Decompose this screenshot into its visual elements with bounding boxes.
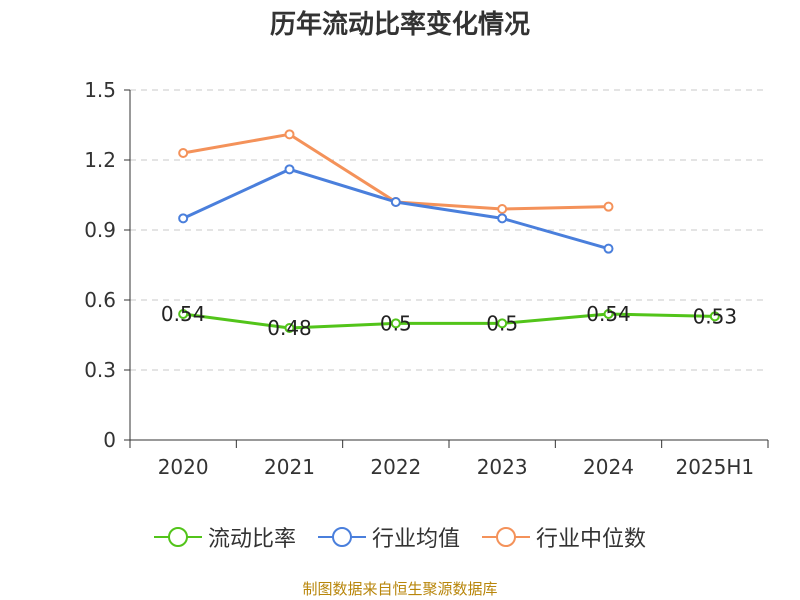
legend-marker-industry-mean bbox=[317, 527, 366, 547]
y-tick-label: 1.5 bbox=[84, 78, 116, 102]
data-point bbox=[603, 309, 614, 319]
data-point bbox=[390, 318, 401, 329]
legend-marker-industry-median bbox=[482, 527, 530, 547]
y-tick-label: 0.6 bbox=[84, 288, 116, 312]
data-point bbox=[284, 164, 295, 175]
legend-item-industry-mean[interactable]: 行业均值 bbox=[317, 521, 460, 553]
legend-label-industry-mean: 行业均值 bbox=[371, 527, 460, 552]
data-point bbox=[284, 129, 295, 140]
data-label: 0.5 bbox=[486, 311, 518, 335]
legend-label-industry-median: 行业中位数 bbox=[536, 527, 647, 552]
data-point bbox=[178, 213, 189, 224]
data-point bbox=[497, 213, 508, 224]
data-point bbox=[603, 201, 614, 212]
x-tick-label: 2021 bbox=[264, 455, 315, 479]
chart-title: 历年流动比率变化情况 bbox=[269, 10, 530, 40]
data-point bbox=[178, 148, 189, 158]
y-tick-label: 0.9 bbox=[84, 218, 116, 242]
x-tick-label: 2023 bbox=[477, 455, 528, 479]
data-point bbox=[497, 318, 508, 329]
x-tick-label: 2024 bbox=[583, 455, 634, 479]
y-tick-label: 0 bbox=[103, 428, 116, 452]
series-line bbox=[182, 312, 715, 330]
legend-label-current-ratio: 流动比率 bbox=[207, 527, 296, 552]
y-tick-label: 1.2 bbox=[84, 148, 116, 172]
y-tick-label: 0.3 bbox=[84, 358, 116, 382]
source-note: 制图数据来自恒生聚源数据库 bbox=[302, 580, 498, 598]
data-point bbox=[603, 243, 614, 254]
x-tick-label: 2020 bbox=[158, 455, 209, 479]
x-tick-label: 2025H1 bbox=[675, 455, 754, 479]
data-label: 0.53 bbox=[693, 304, 738, 328]
x-tick-label: 2022 bbox=[370, 455, 421, 479]
legend-marker-current-ratio bbox=[153, 527, 202, 547]
data-point bbox=[497, 204, 508, 214]
chart-legend: 流动比率 行业均值 行业中位数 bbox=[0, 520, 800, 554]
legend-item-industry-median[interactable]: 行业中位数 bbox=[482, 521, 646, 553]
data-label: 0.48 bbox=[267, 316, 312, 340]
data-point bbox=[178, 309, 189, 319]
data-label: 0.54 bbox=[161, 302, 206, 326]
legend-item-current-ratio[interactable]: 流动比率 bbox=[153, 521, 296, 553]
data-point bbox=[709, 311, 720, 322]
data-label: 0.54 bbox=[586, 302, 631, 326]
data-point bbox=[390, 197, 401, 207]
data-label: 0.5 bbox=[380, 311, 412, 335]
data-point bbox=[284, 323, 295, 333]
